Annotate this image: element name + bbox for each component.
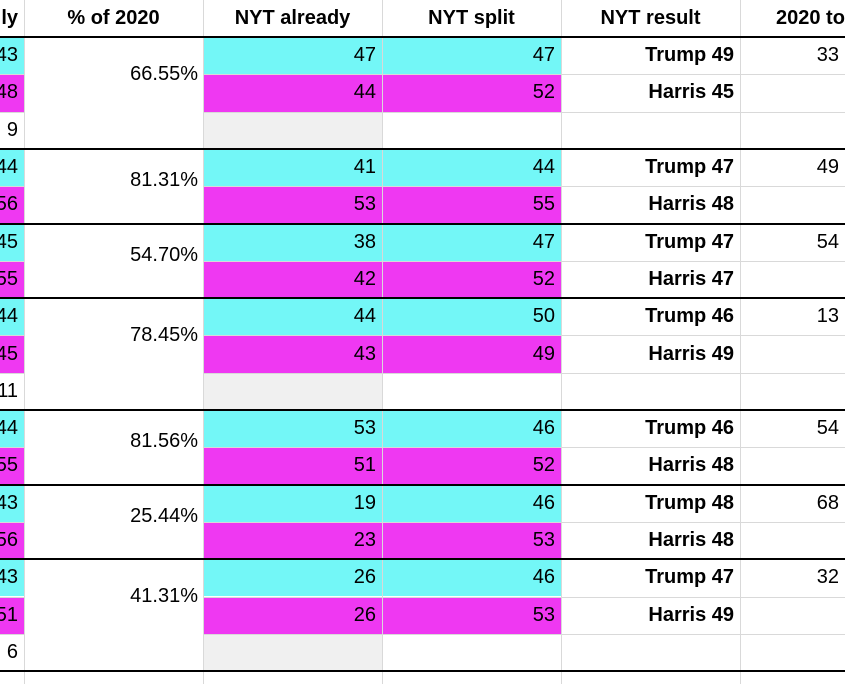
- cell-nyt-already[interactable]: 44: [203, 74, 382, 112]
- cell-nyt-result[interactable]: [561, 111, 740, 149]
- cell-nyt-result[interactable]: Harris 48: [561, 521, 740, 560]
- cell-pct-of-2020[interactable]: 54.70%: [130, 243, 198, 266]
- cell-col-a[interactable]: 48: [0, 74, 24, 112]
- cell-nyt-already[interactable]: 38: [203, 223, 382, 261]
- cell-nyt-split[interactable]: [382, 372, 561, 410]
- cell-col-a[interactable]: 55: [0, 260, 24, 299]
- cell-nyt-result[interactable]: Harris 45: [561, 74, 740, 112]
- cell-nyt-split[interactable]: 55: [382, 186, 561, 224]
- cell-nyt-result[interactable]: Trump 49: [561, 37, 740, 75]
- cell-nyt-result[interactable]: Harris 49: [561, 596, 740, 634]
- cell-2020-total[interactable]: 54: [740, 410, 845, 448]
- cell-col-a[interactable]: 44: [0, 410, 24, 448]
- cell-pct-of-2020[interactable]: 25.44%: [130, 504, 198, 527]
- cell-nyt-result[interactable]: Trump 46: [561, 410, 740, 448]
- cell-nyt-already[interactable]: 26: [203, 559, 382, 597]
- cell-nyt-result[interactable]: Trump 47: [561, 148, 740, 187]
- cell-col-a[interactable]: 56: [0, 521, 24, 560]
- cell-nyt-already[interactable]: 41: [203, 148, 382, 187]
- cell-pct-of-2020[interactable]: 81.56%: [130, 430, 198, 453]
- cell-nyt-already[interactable]: [203, 111, 382, 149]
- header-result[interactable]: NYT result: [561, 0, 740, 37]
- cell-col-a[interactable]: 11: [0, 372, 24, 410]
- cell-nyt-result[interactable]: Harris 48: [561, 186, 740, 224]
- cell-2020-total[interactable]: 33: [740, 37, 845, 75]
- cell-nyt-split[interactable]: 47: [382, 37, 561, 75]
- header-pct[interactable]: % of 2020: [24, 0, 203, 37]
- cell-nyt-split[interactable]: 52: [382, 447, 561, 485]
- cell-nyt-split[interactable]: 46: [382, 559, 561, 597]
- cell-pct-of-2020[interactable]: 41.31%: [130, 584, 198, 607]
- cell-col-a[interactable]: 56: [0, 186, 24, 224]
- cell-2020-total[interactable]: 13: [740, 298, 845, 336]
- cell-nyt-result[interactable]: Harris 47: [561, 260, 740, 299]
- cell-nyt-result[interactable]: Trump 48: [561, 484, 740, 522]
- cell-nyt-split[interactable]: 53: [382, 596, 561, 634]
- cell-nyt-split[interactable]: [382, 633, 561, 672]
- cell-col-a[interactable]: 45: [0, 335, 24, 373]
- cell-nyt-split[interactable]: [382, 111, 561, 149]
- cell-nyt-result[interactable]: Trump 47: [561, 223, 740, 261]
- cell-nyt-already[interactable]: 19: [203, 484, 382, 522]
- cell-nyt-result[interactable]: [561, 633, 740, 672]
- cell-col-a[interactable]: 43: [0, 484, 24, 522]
- cell-nyt-split[interactable]: 49: [382, 335, 561, 373]
- cell-col-a[interactable]: 44: [0, 298, 24, 336]
- header-col-a[interactable]: ly: [0, 0, 24, 37]
- cell-nyt-already[interactable]: 53: [203, 410, 382, 448]
- gridline-h: [0, 671, 24, 672]
- cell-col-a[interactable]: 6: [0, 633, 24, 672]
- cell-nyt-result[interactable]: Harris 48: [561, 447, 740, 485]
- cell-col-a[interactable]: 55: [0, 447, 24, 485]
- cell-pct-of-2020[interactable]: 81.31%: [130, 169, 198, 192]
- cell-2020-total[interactable]: 68: [740, 484, 845, 522]
- cell-nyt-already[interactable]: 23: [203, 521, 382, 560]
- cell-nyt-result[interactable]: Harris 49: [561, 335, 740, 373]
- cell-nyt-already[interactable]: 47: [203, 37, 382, 75]
- cell-nyt-already[interactable]: 44: [203, 298, 382, 336]
- cell-2020-total[interactable]: 49: [740, 148, 845, 187]
- cell-pct-of-2020[interactable]: 66.55%: [130, 62, 198, 85]
- header-already[interactable]: NYT already: [203, 0, 382, 37]
- cell-nyt-already[interactable]: [203, 372, 382, 410]
- cell-nyt-split[interactable]: 53: [382, 521, 561, 560]
- cell-nyt-already[interactable]: 42: [203, 260, 382, 299]
- cell-nyt-split[interactable]: 50: [382, 298, 561, 336]
- cell-col-a[interactable]: 51: [0, 596, 24, 634]
- cell-nyt-split[interactable]: 44: [382, 148, 561, 187]
- cell-nyt-already[interactable]: 53: [203, 186, 382, 224]
- gridline-h: [203, 671, 845, 672]
- cell-nyt-already[interactable]: 43: [203, 335, 382, 373]
- cell-nyt-already[interactable]: [203, 633, 382, 672]
- cell-nyt-result[interactable]: Trump 47: [561, 559, 740, 597]
- cell-nyt-split[interactable]: 46: [382, 410, 561, 448]
- header-split[interactable]: NYT split: [382, 0, 561, 37]
- cell-nyt-split[interactable]: 46: [382, 484, 561, 522]
- cell-col-a[interactable]: 9: [0, 111, 24, 149]
- cell-nyt-split[interactable]: 52: [382, 74, 561, 112]
- cell-col-a[interactable]: 43: [0, 559, 24, 597]
- cell-pct-of-2020[interactable]: 78.45%: [130, 323, 198, 346]
- cell-col-a[interactable]: 43: [0, 37, 24, 75]
- cell-nyt-already[interactable]: 26: [203, 596, 382, 634]
- cell-2020-total[interactable]: 32: [740, 559, 845, 597]
- cell-col-a[interactable]: 44: [0, 148, 24, 187]
- cell-nyt-split[interactable]: 52: [382, 260, 561, 299]
- cell-nyt-result[interactable]: [561, 372, 740, 410]
- header-total[interactable]: 2020 to: [740, 0, 845, 37]
- cell-2020-total[interactable]: 54: [740, 223, 845, 261]
- cell-nyt-split[interactable]: 47: [382, 223, 561, 261]
- cell-nyt-already[interactable]: 51: [203, 447, 382, 485]
- cell-nyt-result[interactable]: Trump 46: [561, 298, 740, 336]
- cell-col-a[interactable]: 45: [0, 223, 24, 261]
